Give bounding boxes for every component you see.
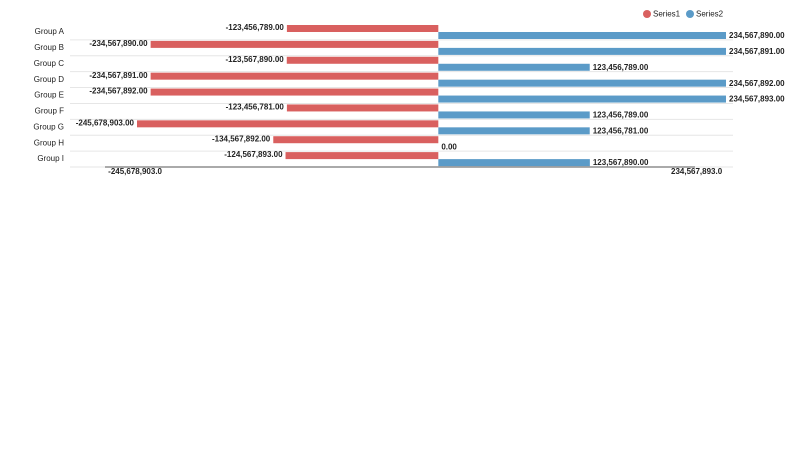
y-tick-label: Group F [35, 107, 64, 116]
bar [150, 72, 439, 80]
bar [137, 120, 439, 128]
legend-swatch [643, 10, 651, 18]
value-label: -124,567,893.00 [224, 150, 283, 159]
value-label: 234,567,892.00 [729, 79, 785, 88]
value-label: -234,567,891.00 [89, 71, 148, 80]
legend-swatch [686, 10, 694, 18]
bar [286, 56, 439, 64]
value-label: 123,567,890.00 [593, 158, 649, 167]
value-label: -234,567,892.00 [89, 87, 148, 96]
y-tick-label: Group A [35, 27, 65, 36]
bar [438, 95, 726, 103]
value-label: -134,567,892.00 [212, 134, 271, 143]
y-tick-label: Group D [34, 75, 64, 84]
value-label: -234,567,890.00 [89, 39, 148, 48]
bar [286, 104, 439, 112]
bar [273, 136, 439, 144]
y-tick-label: Group H [34, 138, 64, 147]
bar [150, 40, 439, 48]
value-label: -245,678,903.00 [76, 118, 135, 127]
value-label: 0.00 [441, 142, 457, 151]
y-tick-label: Group I [37, 154, 64, 163]
y-tick-label: Group E [34, 91, 64, 100]
value-label: -123,567,890.00 [225, 55, 284, 64]
x-tick-label: 234,567,893.0 [671, 167, 723, 176]
bar [438, 32, 726, 39]
y-tick-label: Group G [33, 122, 64, 131]
bar [438, 63, 590, 71]
value-label: 234,567,890.00 [729, 31, 785, 40]
bar [438, 111, 590, 119]
value-label: -123,456,781.00 [226, 103, 285, 112]
value-label: 234,567,891.00 [729, 47, 785, 56]
bar [286, 25, 439, 32]
y-tick-label: Group B [34, 43, 64, 52]
value-label: 123,456,789.00 [593, 111, 649, 120]
x-tick-label: -245,678,903.0 [108, 167, 162, 176]
bar [285, 152, 439, 160]
legend-label: Series1 [653, 10, 681, 19]
bar [438, 159, 590, 167]
y-tick-label: Group C [34, 59, 64, 68]
value-label: 234,567,893.00 [729, 95, 785, 104]
bar [150, 88, 439, 96]
bar [438, 47, 726, 55]
value-label: 123,456,781.00 [593, 126, 649, 135]
legend-label: Series2 [696, 10, 724, 19]
value-label: -123,456,789.00 [226, 23, 285, 32]
bar [438, 79, 726, 87]
bar [438, 127, 590, 135]
value-label: 123,456,789.00 [593, 63, 649, 72]
